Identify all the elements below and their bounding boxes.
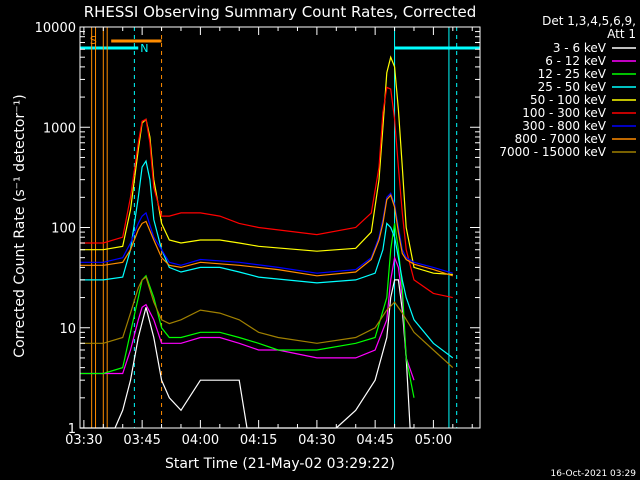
series-line-6	[80, 86, 453, 299]
x-tick-label: 03:45	[123, 433, 160, 448]
x-tick-label: 03:30	[65, 433, 102, 448]
x-tick-label: 04:15	[240, 433, 277, 448]
y-tick-label: 10	[59, 322, 76, 337]
legend-label-2: 6 - 12 keV	[545, 54, 607, 68]
legend-header-line2: Att 1	[607, 27, 636, 41]
series-line-8	[80, 194, 453, 277]
x-tick-label: 04:30	[298, 433, 335, 448]
y-tick-label: 1000	[43, 121, 76, 136]
legend-label-4: 25 - 50 keV	[538, 80, 607, 94]
y-tick-label: 10000	[35, 21, 76, 36]
series-line-3	[80, 223, 415, 398]
night-flag-label: N	[140, 42, 148, 55]
series-line-9	[80, 276, 454, 369]
legend-label-1: 3 - 6 keV	[553, 41, 607, 55]
chart-title: RHESSI Observing Summary Count Rates, Co…	[84, 3, 477, 21]
y-tick-label: 1	[68, 422, 76, 437]
legend-label-8: 800 - 7000 keV	[515, 132, 607, 146]
saa-flag-label: S	[90, 34, 97, 47]
x-tick-label: 05:00	[415, 433, 452, 448]
x-tick-label: 04:45	[356, 433, 393, 448]
legend-label-9: 7000 - 15000 keV	[499, 145, 606, 159]
axes-layer: 03:30 03:45 04:00 04:15 04:30 04:45 05:00 1 10 10…	[35, 21, 481, 448]
series-line-1	[80, 279, 414, 429]
series-line-2	[80, 255, 415, 381]
y-tick-label: 100	[51, 222, 76, 237]
footer-timestamp: 16-Oct-2021 03:29	[551, 469, 637, 479]
series-line-4	[80, 159, 454, 359]
y-axis-label: Corrected Count Rate (s⁻¹ detector⁻¹)	[12, 94, 28, 357]
legend-label-7: 300 - 800 keV	[522, 119, 606, 133]
legend-label-3: 12 - 25 keV	[538, 67, 607, 81]
legend-label-5: 50 - 100 keV	[530, 93, 607, 107]
x-tick-label: 04:00	[182, 433, 219, 448]
legend-header-line1: Det 1,3,4,5,6,9,	[542, 14, 636, 28]
flag-bars: SN	[80, 27, 480, 428]
x-axis-label: Start Time (21-May-02 03:29:22)	[165, 456, 395, 472]
series-layer	[80, 55, 454, 429]
legend-label-6: 100 - 300 keV	[522, 106, 606, 120]
series-line-7	[80, 192, 453, 274]
